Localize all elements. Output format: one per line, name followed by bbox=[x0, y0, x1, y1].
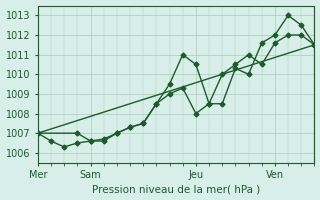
X-axis label: Pression niveau de la mer( hPa ): Pression niveau de la mer( hPa ) bbox=[92, 184, 260, 194]
